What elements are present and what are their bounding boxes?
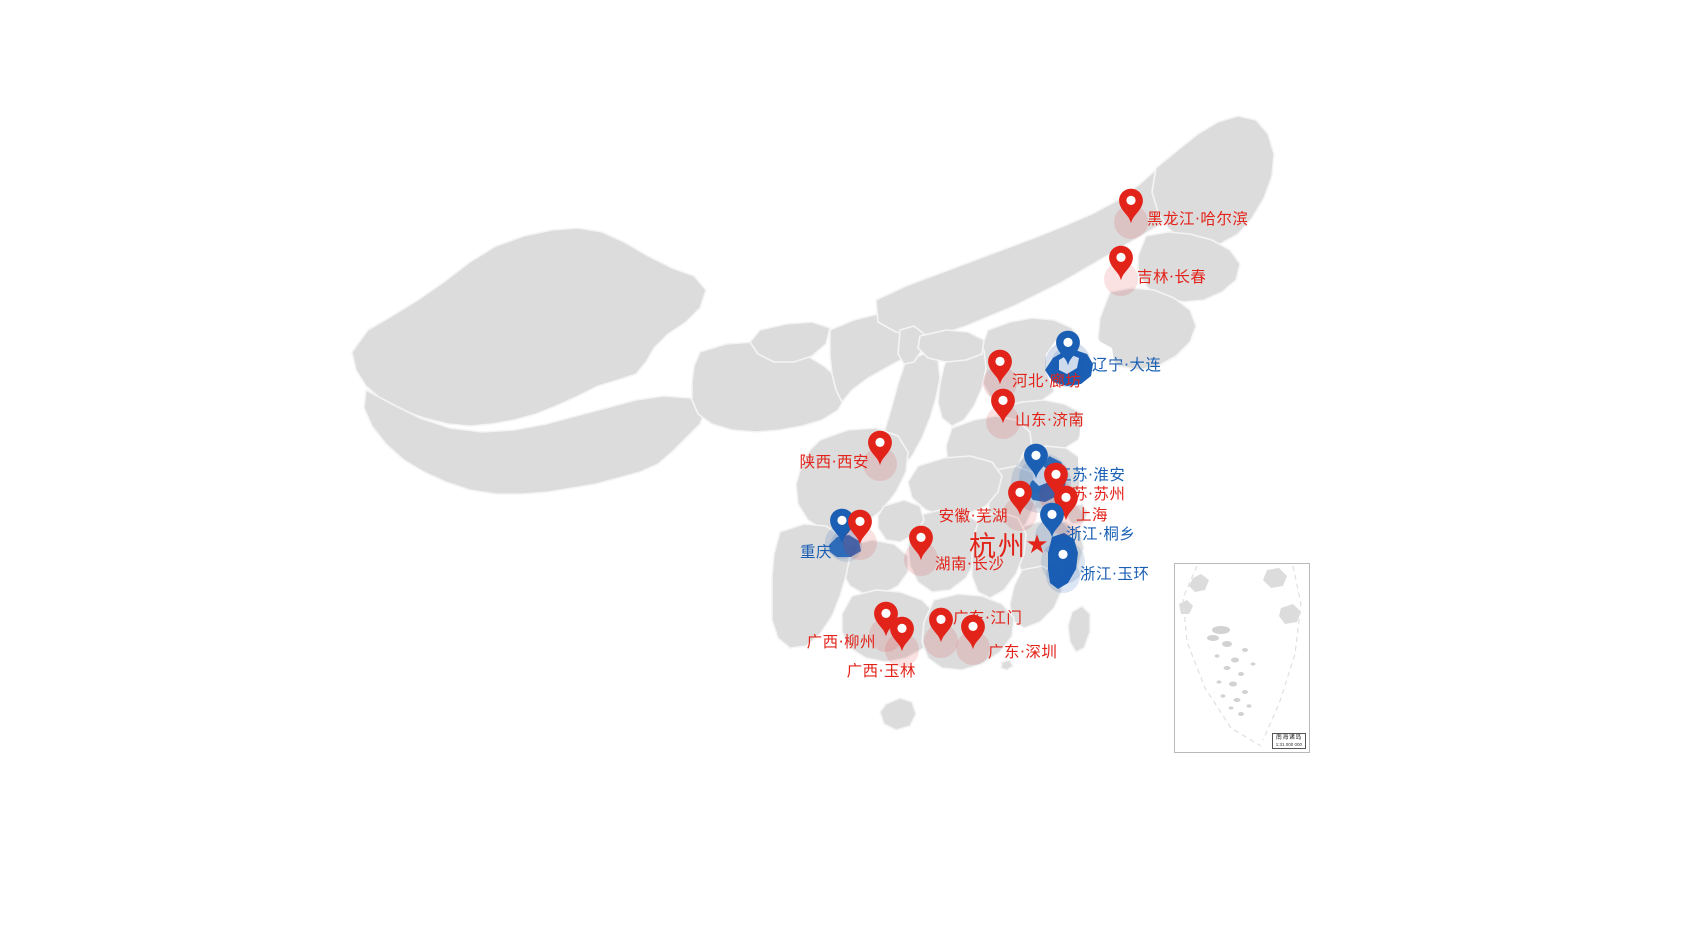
map-marker-jinan[interactable] bbox=[986, 388, 1020, 439]
map-pin-icon bbox=[991, 388, 1015, 424]
map-marker-yulin[interactable] bbox=[885, 616, 919, 667]
highlight-chongqing bbox=[823, 529, 869, 563]
map-label-jinan: 山东·济南 bbox=[1015, 411, 1085, 429]
map-label-changsha: 湖南·长沙 bbox=[935, 555, 1005, 573]
map-label-xian: 陕西·西安 bbox=[799, 453, 869, 471]
map-label-chongqing: 重庆 bbox=[799, 543, 832, 561]
map-marker-yuhuan[interactable] bbox=[1046, 542, 1080, 593]
map-label-harbin: 黑龙江·哈尔滨 bbox=[1147, 210, 1249, 228]
map-label-shanghai: 上海 bbox=[1076, 506, 1109, 524]
map-marker-xian[interactable] bbox=[863, 430, 897, 481]
map-pin-icon bbox=[1054, 485, 1078, 521]
map-pin-icon bbox=[961, 614, 985, 650]
map-marker-dalian[interactable] bbox=[1051, 330, 1085, 381]
map-pin-icon bbox=[1119, 188, 1143, 224]
map-label-dalian: 辽宁·大连 bbox=[1092, 356, 1162, 374]
inset-caption-scale: 1:31 000 000 bbox=[1275, 741, 1302, 747]
map-pin-icon bbox=[1044, 462, 1068, 498]
south-china-sea-inset: 南海诸岛 1:31 000 000 bbox=[1174, 563, 1310, 753]
map-marker-shenzhen[interactable] bbox=[956, 614, 990, 665]
map-pin-icon bbox=[890, 616, 914, 652]
map-pin-icon bbox=[1040, 502, 1064, 538]
map-label-yulin: 广西·玉林 bbox=[846, 662, 916, 680]
map-marker-harbin[interactable] bbox=[1114, 188, 1148, 239]
star-icon: ★ bbox=[1025, 529, 1049, 559]
map-marker-chongqing2[interactable] bbox=[843, 509, 877, 560]
map-label-huaian: 江苏·淮安 bbox=[1056, 466, 1126, 484]
inset-caption: 南海诸岛 1:31 000 000 bbox=[1271, 732, 1306, 749]
headquarters-label: 杭州 bbox=[969, 531, 1027, 563]
map-label-changchun: 吉林·长春 bbox=[1137, 268, 1207, 286]
map-pin-icon bbox=[848, 509, 872, 545]
map-marker-changsha[interactable] bbox=[904, 525, 938, 576]
map-label-shenzhen: 广东·深圳 bbox=[988, 643, 1058, 661]
map-marker-langfang[interactable] bbox=[983, 349, 1017, 400]
map-marker-changchun[interactable] bbox=[1104, 245, 1138, 296]
map-pin-icon bbox=[1051, 542, 1075, 578]
map-label-langfang: 河北·廊坊 bbox=[1012, 372, 1082, 390]
province-shapes bbox=[351, 115, 1275, 731]
map-pin-icon bbox=[1024, 443, 1048, 479]
map-label-tongxiang: 浙江·桐乡 bbox=[1066, 525, 1136, 543]
map-marker-jiangmen[interactable] bbox=[924, 607, 958, 658]
map-pin-icon bbox=[868, 430, 892, 466]
map-marker-wuhu[interactable] bbox=[1003, 480, 1037, 531]
map-pin-icon bbox=[830, 508, 854, 544]
map-pin-icon bbox=[874, 601, 898, 637]
map-label-wuhu: 安徽·芜湖 bbox=[938, 507, 1008, 525]
map-label-liuzhou: 广西·柳州 bbox=[806, 633, 876, 651]
map-pin-icon bbox=[1109, 245, 1133, 281]
inset-islands bbox=[1179, 565, 1302, 747]
map-pin-icon bbox=[909, 525, 933, 561]
inset-caption-main: 南海诸岛 bbox=[1275, 734, 1302, 741]
map-pin-icon bbox=[988, 349, 1012, 385]
map-pin-icon bbox=[929, 607, 953, 643]
map-label-yuhuan: 浙江·玉环 bbox=[1080, 565, 1150, 583]
map-pin-icon bbox=[1056, 330, 1080, 366]
map-pin-icon bbox=[1008, 480, 1032, 516]
